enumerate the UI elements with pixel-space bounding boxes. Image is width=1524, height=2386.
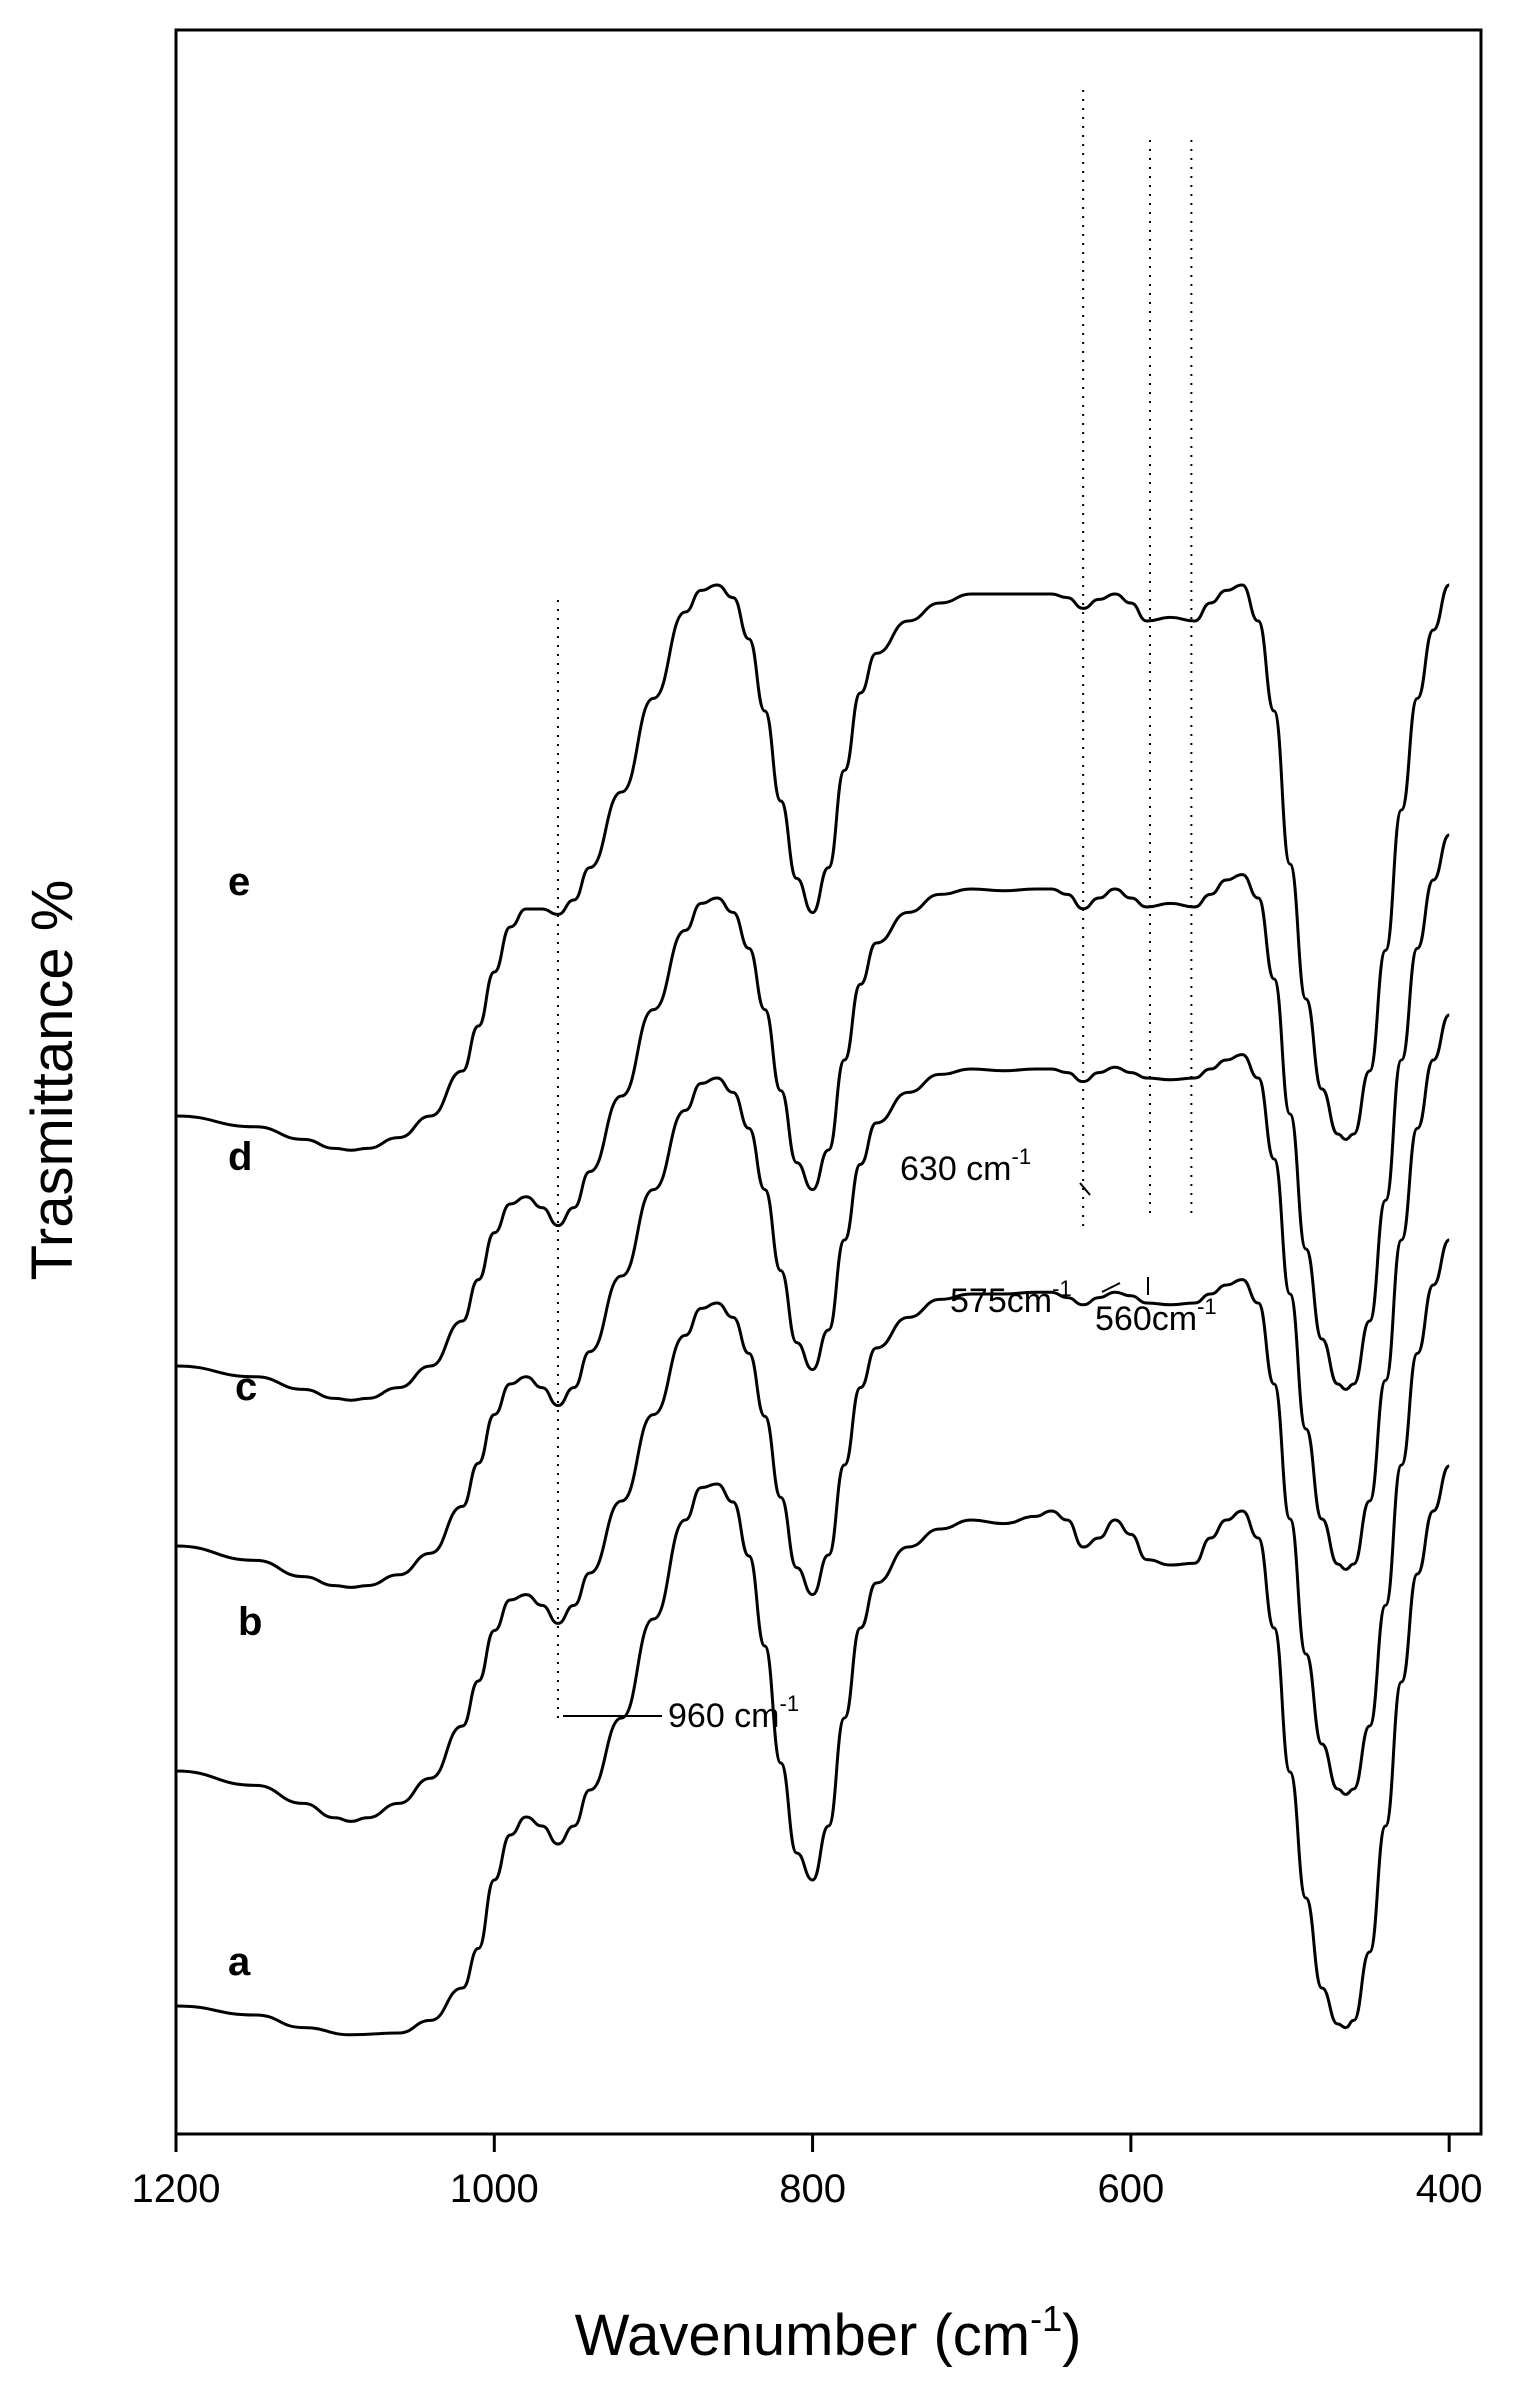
x-tick-label-1000: 1000	[450, 2167, 539, 2211]
y-axis-title: Trasmittance %	[20, 880, 85, 1281]
x-axis-title: Wavenumber (cm-1)	[575, 2298, 1082, 2368]
marker-lines	[556, 90, 1193, 1720]
series-label-d: d	[228, 1135, 252, 1179]
x-tick-label-400: 400	[1416, 2167, 1483, 2211]
series-label-e: e	[228, 860, 250, 904]
series-line-c	[175, 1013, 1451, 1589]
series-labels: a b c d e	[228, 860, 262, 1984]
annotation-label-3: 560cm-1	[1095, 1294, 1217, 1338]
x-tick-label-800: 800	[779, 2167, 846, 2211]
annotations: 960 cm-1 630 cm-1 575cm-1 560cm-1	[563, 1144, 1217, 1735]
series-line-b	[175, 1238, 1451, 1823]
series-label-b: b	[238, 1600, 262, 1644]
x-tick-label-600: 600	[1098, 2167, 1165, 2211]
x-tick-label-1200: 1200	[132, 2167, 221, 2211]
annotation-label-1: 630 cm-1	[900, 1144, 1031, 1188]
annotation-label-2: 575cm-1	[950, 1276, 1072, 1320]
series-line-e	[175, 583, 1451, 1152]
series-group	[175, 583, 1451, 2037]
annotation-leader-2	[1101, 1282, 1121, 1293]
annotation-leader-1	[1079, 1182, 1091, 1196]
annotation-label-0: 960 cm-1	[668, 1691, 799, 1735]
plot-frame	[174, 28, 1483, 2136]
x-ticks: 1200 1000 800 600 400	[132, 2134, 1483, 2211]
series-label-a: a	[228, 1940, 251, 1984]
series-line-a	[175, 1464, 1451, 2037]
series-line-d	[175, 833, 1451, 1402]
series-label-c: c	[235, 1365, 257, 1409]
